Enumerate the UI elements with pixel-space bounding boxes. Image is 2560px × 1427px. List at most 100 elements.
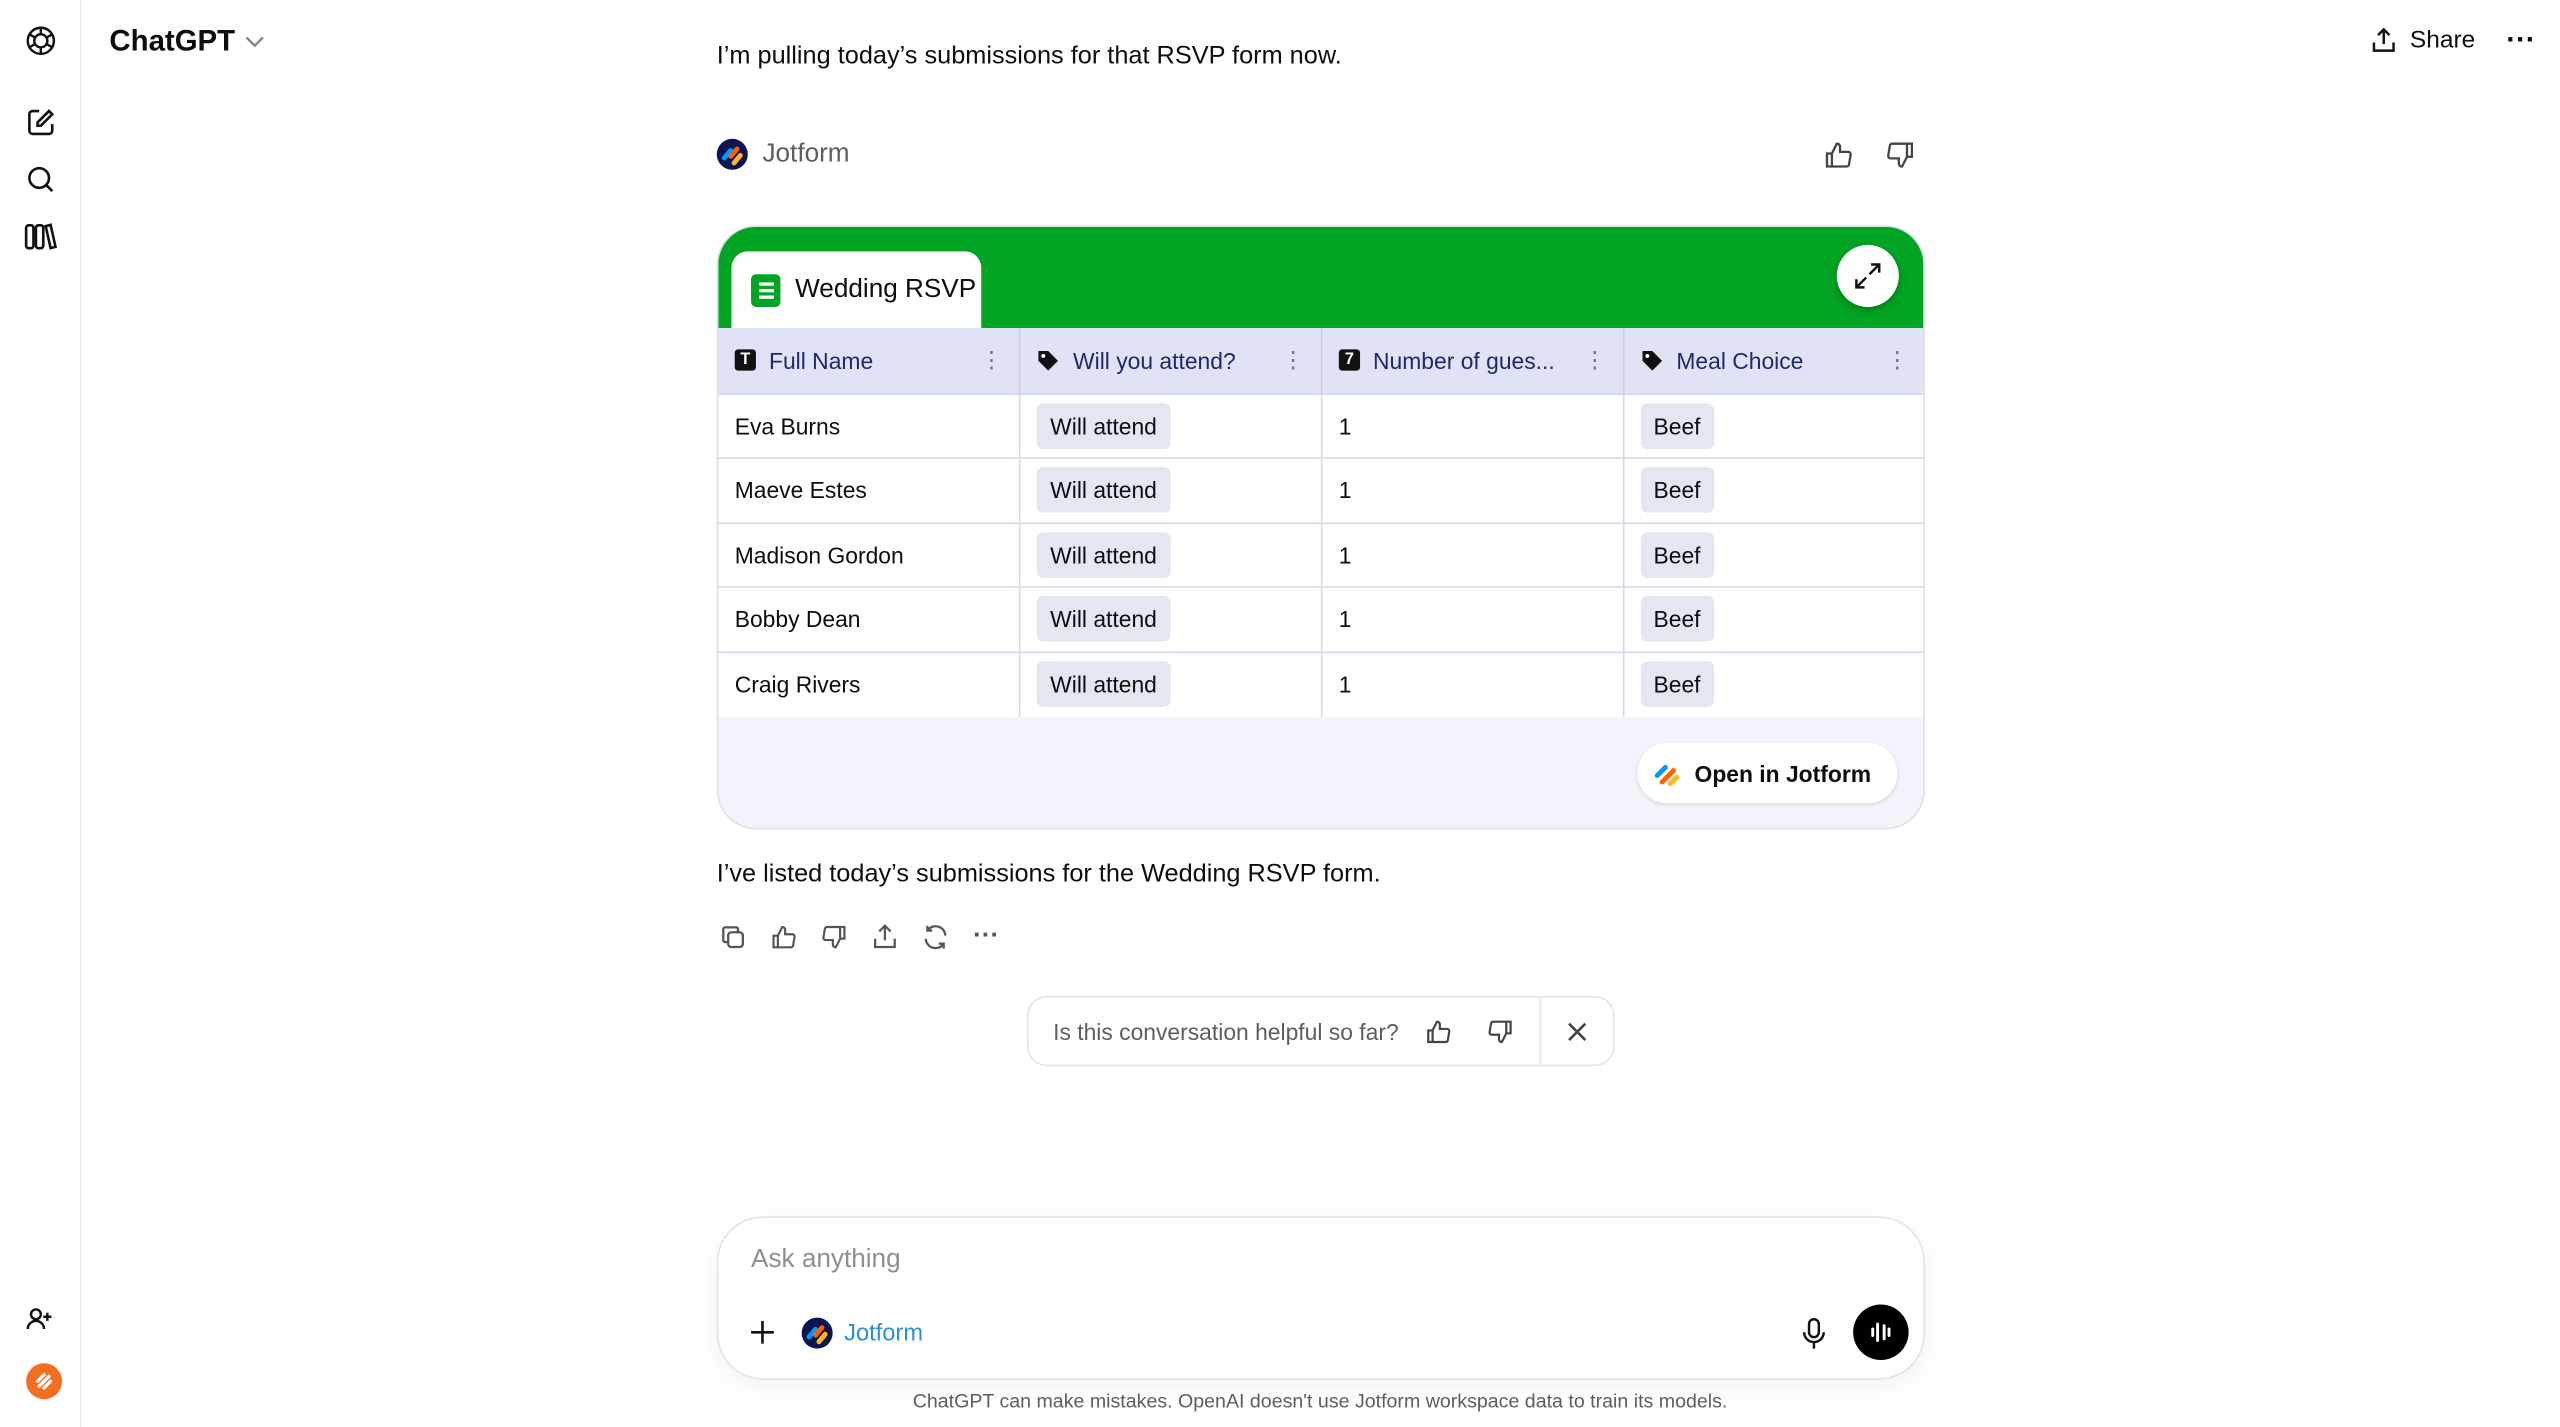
tag-icon xyxy=(1642,350,1662,371)
table-cell: Bobby Dean xyxy=(718,586,1021,652)
open-in-jotform-label: Open in Jotform xyxy=(1694,760,1872,787)
table-row[interactable]: Maeve Estes Will attend 1 Beef xyxy=(718,457,1924,523)
share-icon[interactable] xyxy=(869,921,902,954)
model-name: ChatGPT xyxy=(109,24,236,58)
new-chat-icon[interactable] xyxy=(24,106,57,139)
table-cell: 1 xyxy=(1321,586,1625,652)
cell-text: 1 xyxy=(1338,671,1352,698)
cell-text: 1 xyxy=(1338,541,1352,568)
invite-people-icon[interactable] xyxy=(24,1303,57,1336)
table-row[interactable]: Craig Rivers Will attend 1 Beef xyxy=(718,650,1924,716)
value-pill: Will attend xyxy=(1037,531,1170,578)
thumbs-up-icon[interactable] xyxy=(1824,140,1853,169)
tool-chip-label: Jotform xyxy=(844,1320,924,1347)
table-cell: 1 xyxy=(1321,521,1625,587)
voice-mode-button[interactable] xyxy=(1853,1304,1909,1361)
value-pill: Beef xyxy=(1640,596,1714,643)
more-icon[interactable]: ··· xyxy=(973,922,1000,951)
column-header[interactable]: Will you attend? ⋮ xyxy=(1019,328,1323,394)
voice-waveform-icon xyxy=(1871,1322,1891,1342)
table-cell: Will attend xyxy=(1019,457,1323,523)
table-cell: Will attend xyxy=(1019,392,1323,458)
table-row[interactable]: Eva Burns Will attend 1 Beef xyxy=(718,392,1924,458)
jotform-logo-icon xyxy=(1654,764,1680,786)
prompt-input[interactable]: Ask anything xyxy=(751,1245,901,1274)
thumbs-down-icon[interactable] xyxy=(1886,140,1915,169)
column-label: Meal Choice xyxy=(1676,347,1804,374)
value-pill: Beef xyxy=(1640,661,1714,707)
value-pill: Beef xyxy=(1640,402,1714,449)
cell-text: Craig Rivers xyxy=(734,671,861,698)
expand-icon xyxy=(1855,263,1881,289)
microphone-icon[interactable] xyxy=(1802,1317,1826,1351)
table-cell: Beef xyxy=(1623,457,1924,523)
table-cell: Madison Gordon xyxy=(718,521,1021,587)
cell-text: 1 xyxy=(1338,412,1352,439)
column-header[interactable]: T Full Name ⋮ xyxy=(718,328,1021,394)
thumbs-up-icon[interactable] xyxy=(1425,1018,1451,1044)
table-cell: Beef xyxy=(1623,392,1924,458)
composer: Ask anything Jotform xyxy=(716,1216,1925,1380)
value-pill: Will attend xyxy=(1037,596,1170,643)
cell-text: 1 xyxy=(1338,477,1352,504)
cell-text: Maeve Estes xyxy=(734,477,867,504)
column-menu-icon[interactable]: ⋮ xyxy=(979,346,1003,373)
table-cell: Beef xyxy=(1623,521,1924,587)
column-menu-icon[interactable]: ⋮ xyxy=(1885,346,1909,373)
table-row[interactable]: Bobby Dean Will attend 1 Beef xyxy=(718,586,1924,652)
sidebar xyxy=(0,0,82,1427)
search-icon[interactable] xyxy=(24,163,57,196)
tool-attribution: Jotform xyxy=(716,138,850,170)
library-icon[interactable] xyxy=(24,220,58,253)
jotform-submissions-card: Wedding RSVP T Full Name ⋮ Will you attend?… xyxy=(716,225,1925,830)
table-cell: Eva Burns xyxy=(718,392,1021,458)
form-title: Wedding RSVP xyxy=(795,275,977,304)
model-selector[interactable]: ChatGPT xyxy=(109,24,264,58)
thumbs-up-icon[interactable] xyxy=(767,921,800,954)
thumbs-down-icon[interactable] xyxy=(1487,1018,1513,1044)
form-tab[interactable]: Wedding RSVP xyxy=(731,251,982,330)
open-in-jotform-button[interactable]: Open in Jotform xyxy=(1637,742,1898,804)
cell-text: Madison Gordon xyxy=(734,541,904,568)
cell-text: Bobby Dean xyxy=(734,606,861,633)
column-menu-icon[interactable]: ⋮ xyxy=(1583,346,1607,373)
table-row[interactable]: Madison Gordon Will attend 1 Beef xyxy=(718,521,1924,587)
table-cell: 1 xyxy=(1321,457,1625,523)
feedback-question: Is this conversation helpful so far? xyxy=(1053,1017,1399,1045)
jotform-logo-icon xyxy=(716,138,748,170)
tag-icon xyxy=(1038,350,1059,371)
expand-button[interactable] xyxy=(1836,244,1899,307)
table-cell: Will attend xyxy=(1019,521,1323,587)
value-pill: Will attend xyxy=(1037,467,1170,514)
value-pill: Beef xyxy=(1640,531,1714,578)
close-icon[interactable] xyxy=(1567,1021,1587,1041)
table-cell: Craig Rivers xyxy=(718,650,1021,716)
column-header[interactable]: 7 Number of gues... ⋮ xyxy=(1321,328,1625,394)
jotform-tool-chip[interactable]: Jotform xyxy=(801,1317,924,1349)
column-menu-icon[interactable]: ⋮ xyxy=(1281,346,1305,373)
share-button[interactable]: Share xyxy=(2371,26,2475,54)
column-label: Full Name xyxy=(769,347,874,374)
more-options-icon[interactable]: ··· xyxy=(2506,22,2536,56)
assistant-message: I’m pulling today’s submissions for that… xyxy=(716,42,1342,71)
user-avatar[interactable] xyxy=(26,1363,63,1400)
column-label: Number of gues... xyxy=(1373,347,1555,374)
openai-logo-icon[interactable] xyxy=(24,24,57,57)
table-cell: 1 xyxy=(1321,392,1625,458)
add-attachment-icon[interactable] xyxy=(751,1320,774,1344)
assistant-result-message: I’ve listed today’s submissions for the … xyxy=(716,860,1381,889)
thumbs-down-icon[interactable] xyxy=(818,921,851,954)
number-field-icon: 7 xyxy=(1338,349,1360,372)
column-label: Will you attend? xyxy=(1073,347,1236,374)
table-cell: Maeve Estes xyxy=(718,457,1021,523)
text-field-icon: T xyxy=(734,349,756,372)
regenerate-icon[interactable] xyxy=(919,921,952,954)
feedback-prompt: Is this conversation helpful so far? xyxy=(1026,995,1615,1067)
disclaimer: ChatGPT can make mistakes. OpenAI doesn'… xyxy=(912,1389,1728,1413)
value-pill: Beef xyxy=(1640,467,1714,514)
share-icon xyxy=(2372,26,2395,52)
column-header[interactable]: Meal Choice ⋮ xyxy=(1623,328,1924,394)
value-pill: Will attend xyxy=(1037,402,1170,449)
copy-icon[interactable] xyxy=(717,921,750,954)
cell-text: 1 xyxy=(1338,606,1352,633)
